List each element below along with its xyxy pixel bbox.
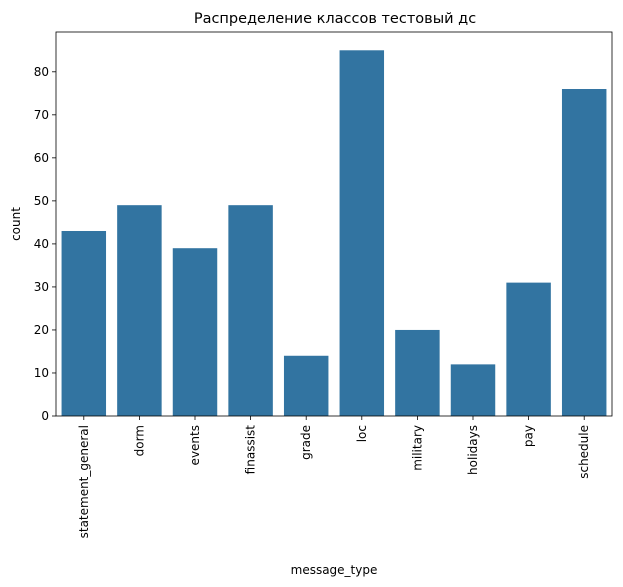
bar-holidays	[450, 364, 496, 416]
x-tick-label: finassist	[244, 425, 258, 475]
y-tick-label: 80	[34, 65, 49, 79]
y-tick-label: 60	[34, 151, 49, 165]
y-tick-label: 30	[34, 280, 49, 294]
x-tick-label: loc	[355, 425, 369, 442]
chart-title: Распределение классов тестовый дс	[194, 11, 476, 27]
x-tick-label: grade	[299, 425, 313, 460]
y-tick-label: 40	[34, 237, 49, 251]
bar-statement_general	[61, 230, 107, 416]
x-tick-label: schedule	[577, 425, 591, 479]
bar-events	[172, 248, 218, 416]
x-axis: statement_general dorm events finassist grad…	[77, 416, 591, 538]
y-tick-label: 20	[34, 323, 49, 337]
bar-pay	[506, 282, 551, 416]
y-tick-label: 0	[41, 409, 49, 423]
plot-frame	[55, 31, 613, 417]
bar-military	[395, 329, 440, 416]
x-tick-label: statement_general	[77, 425, 91, 538]
x-tick-label: pay	[522, 425, 536, 447]
y-tick-label: 70	[34, 108, 49, 122]
bar-schedule	[561, 89, 607, 417]
bar-finassist	[228, 205, 273, 416]
bar-loc	[339, 50, 385, 417]
bars-group	[61, 50, 607, 417]
y-tick-label: 10	[34, 366, 49, 380]
bar-grade	[283, 355, 329, 416]
x-tick-label: holidays	[466, 425, 480, 475]
y-axis: 0 10 20 30 40 50 60 70 80	[34, 65, 56, 423]
x-tick-label: events	[188, 425, 202, 465]
y-tick-label: 50	[34, 194, 49, 208]
bar-dorm	[117, 205, 162, 416]
y-axis-label: count	[9, 207, 23, 241]
x-axis-label: message_type	[291, 563, 378, 577]
x-tick-label: military	[410, 425, 424, 471]
x-tick-label: dorm	[132, 425, 146, 456]
